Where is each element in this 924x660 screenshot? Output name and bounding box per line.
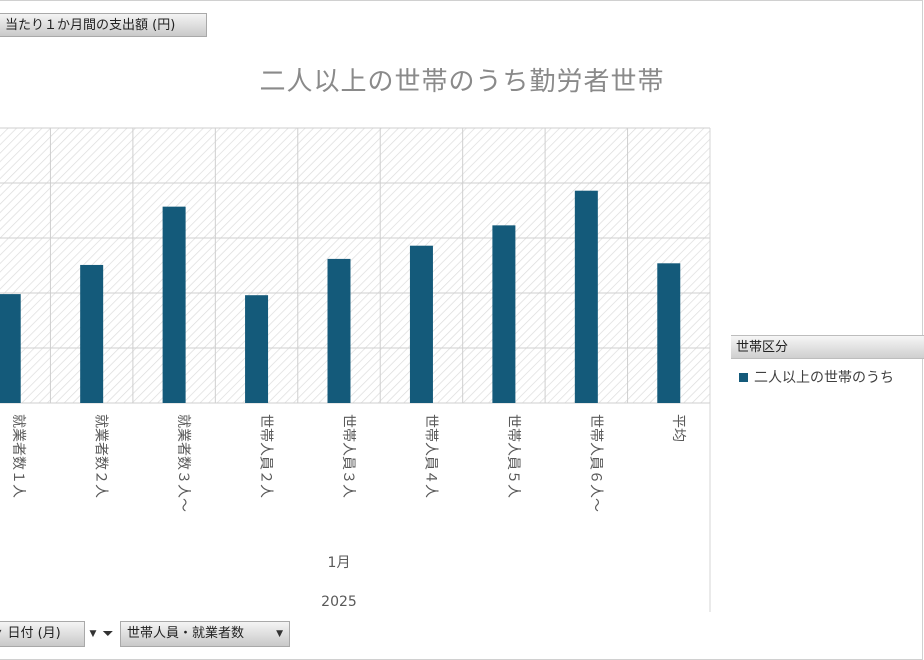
chart-title: 二人以上の世帯のうち勤労者世帯 [259, 67, 665, 97]
bar-series [0, 190, 681, 403]
category-label: 世帯人員５人 [505, 414, 521, 498]
axis-field-date-label: 日付 (月) [7, 626, 61, 641]
axis-field-date[interactable]: ▼ 日付 (月) [0, 621, 85, 647]
filter-funnel-icon: ⏷ [102, 626, 114, 642]
legend-item[interactable]: 二人以上の世帯のうち [739, 367, 894, 387]
chevron-down-icon: ▼ [89, 629, 97, 639]
category-label: 就業者数３人～ [175, 414, 191, 512]
value-field-label: 当たり１か月間の支出額 (円) [5, 18, 176, 33]
group-label: 1月 [328, 555, 351, 571]
bar[interactable] [327, 258, 351, 403]
category-label: 就業者数１人 [10, 414, 26, 498]
category-label: 世帯人員６人～ [587, 414, 603, 512]
bar[interactable] [657, 263, 681, 403]
legend-item-label: 二人以上の世帯のうち [754, 370, 894, 386]
category-label: 平均 [670, 414, 686, 442]
category-labels: 就業者数１人 就業者数２人 就業者数３人～ 世帯人員２人 世帯人員３人 世帯人員４人 世帯人… [10, 414, 686, 512]
category-label: 世帯人員４人 [422, 414, 438, 498]
category-label: 世帯人員２人 [258, 414, 274, 498]
filter-funnel-icon: ▼ [0, 621, 1, 647]
category-label: 世帯人員３人 [340, 414, 356, 498]
axis-field-household[interactable]: 世帯人員・就業者数 ▼ [120, 621, 290, 647]
group-label: 2025 [321, 594, 357, 610]
group-labels: 1月 2025 [321, 555, 357, 610]
bar[interactable] [0, 294, 21, 403]
filter-dropdown[interactable]: ▼ ⏷ [85, 621, 118, 647]
bar[interactable] [574, 190, 598, 403]
plot-area [0, 128, 710, 403]
axis-field-household-label: 世帯人員・就業者数 [127, 626, 245, 641]
bar[interactable] [162, 206, 186, 403]
legend-title[interactable]: 世帯区分 [731, 335, 924, 359]
chevron-down-icon: ▼ [276, 629, 283, 639]
bar[interactable] [80, 264, 104, 403]
bar[interactable] [409, 245, 433, 403]
bar[interactable] [245, 295, 269, 403]
plot-area-fill [0, 128, 710, 403]
value-field-button[interactable]: 当たり１か月間の支出額 (円) [0, 13, 207, 37]
bar[interactable] [492, 225, 516, 403]
category-label: 就業者数２人 [93, 414, 109, 498]
legend-swatch [739, 372, 748, 382]
